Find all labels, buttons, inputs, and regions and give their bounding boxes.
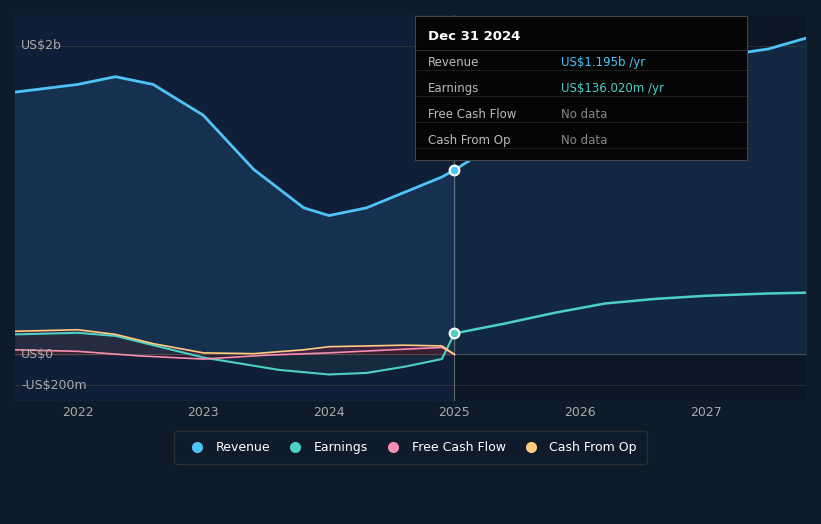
Text: US$2b: US$2b xyxy=(21,39,62,52)
Text: Dec 31 2024: Dec 31 2024 xyxy=(428,30,521,43)
Text: Past: Past xyxy=(422,37,448,50)
Text: US$136.020m /yr: US$136.020m /yr xyxy=(561,82,664,95)
Text: No data: No data xyxy=(561,134,608,147)
Bar xyxy=(15,15,455,401)
Text: -US$200m: -US$200m xyxy=(21,379,87,392)
Text: US$1.195b /yr: US$1.195b /yr xyxy=(561,56,645,69)
Bar xyxy=(455,15,806,401)
Text: Analysts Forecasts: Analysts Forecasts xyxy=(467,37,584,50)
Text: Cash From Op: Cash From Op xyxy=(428,134,511,147)
Text: Earnings: Earnings xyxy=(428,82,479,95)
Text: No data: No data xyxy=(561,108,608,121)
Text: US$0: US$0 xyxy=(21,348,54,361)
Text: Free Cash Flow: Free Cash Flow xyxy=(428,108,516,121)
Text: Revenue: Revenue xyxy=(428,56,479,69)
Legend: Revenue, Earnings, Free Cash Flow, Cash From Op: Revenue, Earnings, Free Cash Flow, Cash … xyxy=(174,431,647,464)
